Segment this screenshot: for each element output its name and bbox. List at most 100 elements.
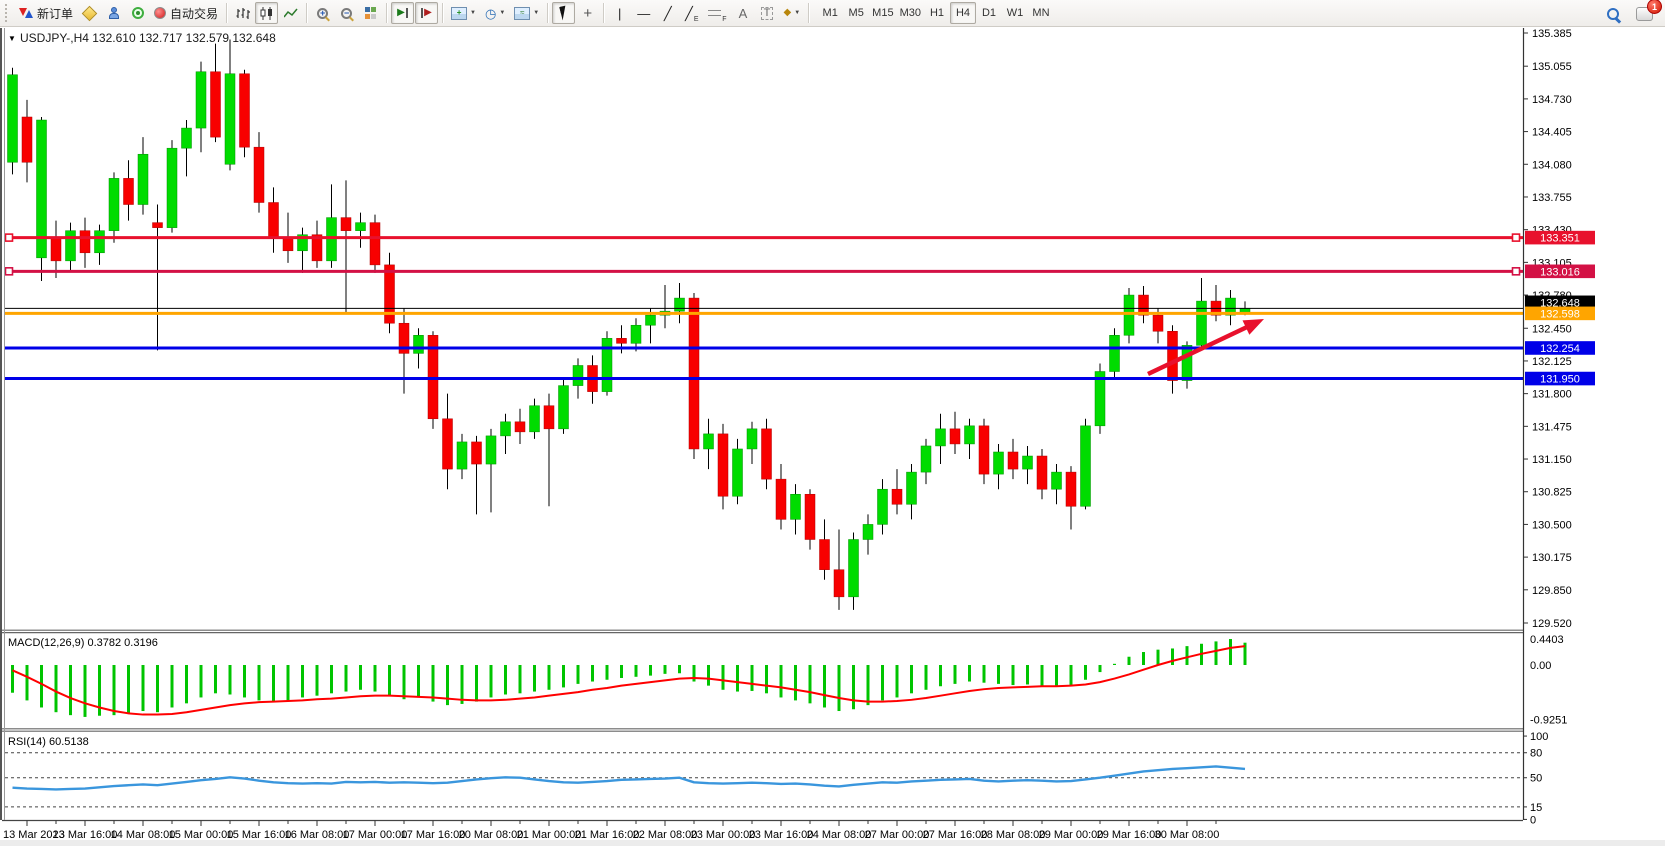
cursor-button[interactable]	[552, 2, 576, 24]
autotrading-label: 自动交易	[170, 6, 219, 21]
equidistant-channel-button[interactable]: ╱ E	[680, 2, 703, 24]
new-order-button[interactable]: 新订单	[15, 2, 77, 24]
zoom-in-icon: +	[317, 7, 329, 19]
line-handle[interactable]	[4, 267, 14, 276]
svg-text:133.351: 133.351	[1540, 233, 1580, 245]
text-label-button[interactable]: T	[756, 2, 779, 24]
autotrading-icon	[154, 7, 167, 19]
auto-scroll-button[interactable]: ▶	[391, 2, 415, 24]
rsi-pane[interactable]: RSI(14) 60.5138 100 80 50 150	[5, 731, 1548, 826]
macd-pane[interactable]: MACD(12,26,9) 0.3782 0.3196 0.4403 0.00 -0.…	[8, 634, 1567, 727]
toolbar-right-icons: 1	[1601, 0, 1662, 25]
timeframe-h4[interactable]: H4	[949, 2, 976, 24]
periods-button[interactable]: ◷ ▼	[481, 2, 509, 24]
timeframe-m15[interactable]: M15	[872, 7, 894, 19]
crosshair-button[interactable]: +	[576, 2, 599, 24]
line-handle[interactable]	[1511, 267, 1521, 276]
zoom-out-icon: −	[341, 7, 353, 19]
search-button[interactable]	[1601, 3, 1624, 25]
price-axis: 135.385 135.055 134.730 134.405 134.080 133.7…	[1523, 28, 1595, 630]
svg-text:13 Mar 2023: 13 Mar 2023	[3, 829, 65, 841]
separator	[226, 3, 228, 23]
svg-text:15 Mar 00:00: 15 Mar 00:00	[169, 829, 234, 841]
vertical-line-button[interactable]: |	[608, 2, 631, 24]
svg-text:30 Mar 08:00: 30 Mar 08:00	[1155, 829, 1220, 841]
chart-title: ▼ USDJPY-,H4 132.610 132.717 132.579 132.…	[8, 31, 276, 45]
svg-text:134.405: 134.405	[1532, 127, 1572, 139]
channel-letter: E	[693, 16, 699, 23]
line-chart-button[interactable]	[279, 2, 302, 24]
svg-text:13 Mar 16:00: 13 Mar 16:00	[53, 829, 118, 841]
svg-text:131.950: 131.950	[1540, 374, 1580, 386]
clock-icon: ◷	[484, 5, 497, 21]
timeframe-h1[interactable]: H1	[929, 7, 945, 19]
bar-chart-button[interactable]	[231, 2, 254, 24]
svg-text:14 Mar 08:00: 14 Mar 08:00	[111, 829, 176, 841]
svg-text:135.385: 135.385	[1532, 28, 1572, 40]
price-box-131.950: 131.950	[1525, 371, 1595, 386]
svg-text:15 Mar 16:00: 15 Mar 16:00	[227, 829, 292, 841]
market-watch-button[interactable]	[102, 2, 125, 24]
svg-text:0.4403: 0.4403	[1530, 634, 1564, 646]
zoom-in-button[interactable]: +	[311, 2, 334, 24]
timeframe-m5[interactable]: M5	[848, 7, 864, 19]
separator	[386, 3, 388, 23]
svg-text:132.125: 132.125	[1532, 356, 1572, 368]
price-box-133.016: 133.016	[1525, 264, 1595, 278]
svg-text:100: 100	[1530, 731, 1548, 743]
notifications-button[interactable]: 1	[1632, 0, 1662, 25]
text-icon: A	[738, 5, 748, 21]
templates-button[interactable]: ≈ ▼	[510, 2, 543, 24]
separator	[603, 3, 605, 23]
candles-layer	[7, 39, 1251, 610]
separator	[547, 3, 549, 23]
timeframe-m30[interactable]: M30	[899, 7, 921, 19]
zoom-out-button[interactable]: −	[335, 2, 358, 24]
chart-shift-icon: ▶	[421, 8, 432, 18]
timeframe-w1[interactable]: W1	[1006, 7, 1024, 19]
templates-icon: ≈	[514, 6, 531, 20]
line-handle[interactable]	[4, 233, 14, 242]
market-watch-icon	[108, 7, 120, 19]
svg-text:134.730: 134.730	[1532, 94, 1572, 106]
horizontal-line-button[interactable]: —	[632, 2, 655, 24]
rsi-label: RSI(14) 60.5138	[8, 736, 89, 748]
macd-signal-line	[12, 645, 1246, 716]
tile-windows-button[interactable]	[359, 2, 382, 24]
autotrading-button[interactable]: 自动交易	[150, 2, 222, 24]
chart-canvas[interactable]: 135.385 135.055 134.730 134.405 134.080 133.7…	[0, 28, 1665, 846]
trendline-button[interactable]: ╱	[656, 2, 679, 24]
trend-arrow-annotation[interactable]	[1147, 319, 1264, 377]
svg-text:17 Mar 00:00: 17 Mar 00:00	[343, 829, 408, 841]
chevron-down-icon: ▼	[794, 10, 801, 16]
chart-shift-button[interactable]: ▶	[415, 2, 439, 24]
new-order-icon	[19, 7, 33, 19]
svg-text:129.520: 129.520	[1532, 618, 1572, 630]
arrows-button[interactable]: ◆ ▼	[780, 2, 805, 24]
price-box-132.254: 132.254	[1525, 341, 1595, 355]
line-handle[interactable]	[1511, 233, 1521, 242]
chart-profile-button[interactable]	[78, 2, 101, 24]
fibonacci-icon	[708, 7, 722, 19]
svg-text:130.825: 130.825	[1532, 487, 1572, 499]
fibonacci-button[interactable]: F	[704, 2, 730, 24]
plus-glyph: +	[319, 7, 326, 18]
text-button[interactable]: A	[732, 2, 755, 24]
svg-text:133.755: 133.755	[1532, 192, 1572, 204]
new-order-label: 新订单	[37, 6, 74, 21]
signals-button[interactable]	[126, 2, 149, 24]
rsi-line	[12, 765, 1246, 791]
chevron-down-icon: ▼	[470, 10, 476, 16]
candlestick-chart-button[interactable]	[255, 2, 279, 24]
timeframe-m1[interactable]: M1	[822, 7, 838, 19]
current-price-box: 132.648	[1525, 295, 1595, 309]
cursor-icon	[559, 5, 569, 21]
channel-icon: ╱	[684, 5, 693, 21]
timeframe-d1[interactable]: D1	[981, 7, 997, 19]
text-label-icon: T	[760, 6, 774, 20]
timeframe-mn[interactable]: MN	[1032, 7, 1050, 19]
indicators-button[interactable]: + ▼	[447, 2, 480, 24]
toolbar: 新订单 自动交易 + − ▶ ▶ + ▼ ◷ ▼ ≈ ▼ + | — ╱ ╱ E	[0, 0, 1665, 27]
toolbar-grip[interactable]	[5, 4, 11, 22]
